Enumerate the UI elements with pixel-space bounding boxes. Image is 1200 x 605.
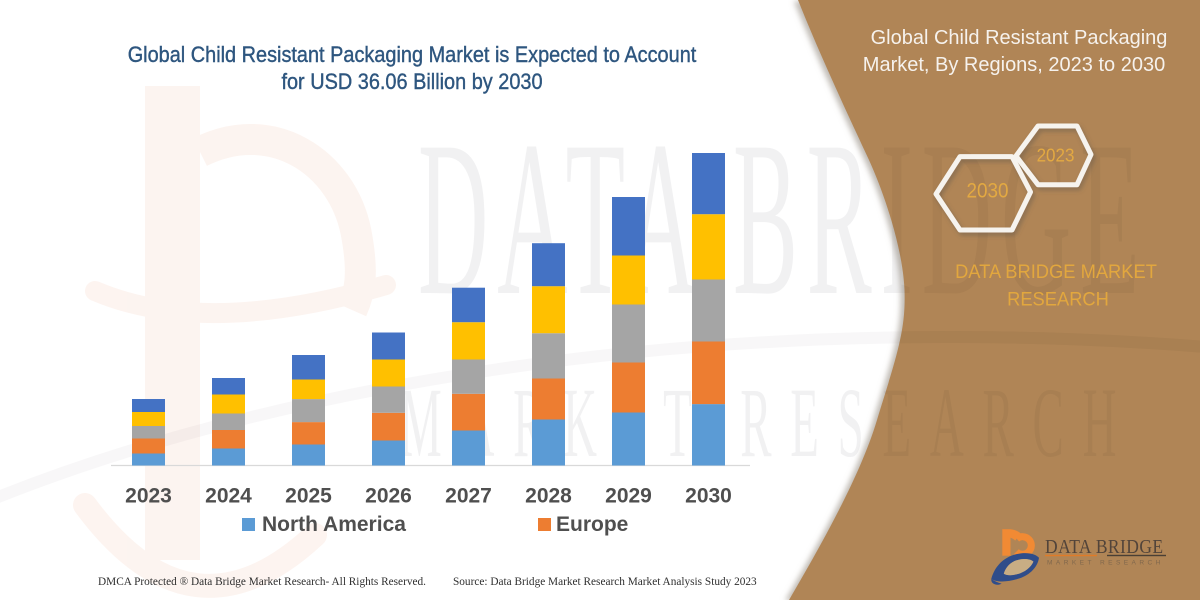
svg-text:Market, By Regions, 2023 to 20: Market, By Regions, 2023 to 2030 bbox=[863, 54, 1165, 76]
svg-text:Source: Data Bridge Market Res: Source: Data Bridge Market Research Mark… bbox=[453, 576, 757, 588]
svg-text:2023: 2023 bbox=[125, 485, 172, 508]
svg-text:2030: 2030 bbox=[685, 485, 732, 508]
svg-text:Global Child Resistant Packagi: Global Child Resistant Packaging Market … bbox=[128, 42, 697, 67]
svg-text:2025: 2025 bbox=[285, 485, 332, 508]
svg-text:Europe: Europe bbox=[556, 513, 628, 536]
svg-text:North America: North America bbox=[262, 513, 406, 536]
svg-text:RESEARCH: RESEARCH bbox=[1007, 289, 1109, 311]
svg-text:2030: 2030 bbox=[966, 179, 1008, 202]
svg-text:2028: 2028 bbox=[525, 485, 572, 508]
svg-text:DATA BRIDGE: DATA BRIDGE bbox=[1045, 536, 1164, 558]
svg-text:MARKET RESEARCH: MARKET RESEARCH bbox=[1047, 560, 1164, 567]
svg-text:2029: 2029 bbox=[605, 485, 652, 508]
svg-text:2027: 2027 bbox=[445, 485, 492, 508]
svg-text:2026: 2026 bbox=[365, 485, 412, 508]
svg-text:2024: 2024 bbox=[205, 485, 252, 508]
svg-text:DMCA Protected ® Data Bridge M: DMCA Protected ® Data Bridge Market Rese… bbox=[98, 576, 426, 588]
svg-text:for USD 36.06 Billion by 2030: for USD 36.06 Billion by 2030 bbox=[281, 69, 542, 94]
svg-text:Global Child Resistant Packagi: Global Child Resistant Packaging bbox=[871, 27, 1168, 49]
svg-text:2023: 2023 bbox=[1037, 145, 1075, 166]
svg-text:DATA BRIDGE MARKET: DATA BRIDGE MARKET bbox=[955, 262, 1157, 284]
